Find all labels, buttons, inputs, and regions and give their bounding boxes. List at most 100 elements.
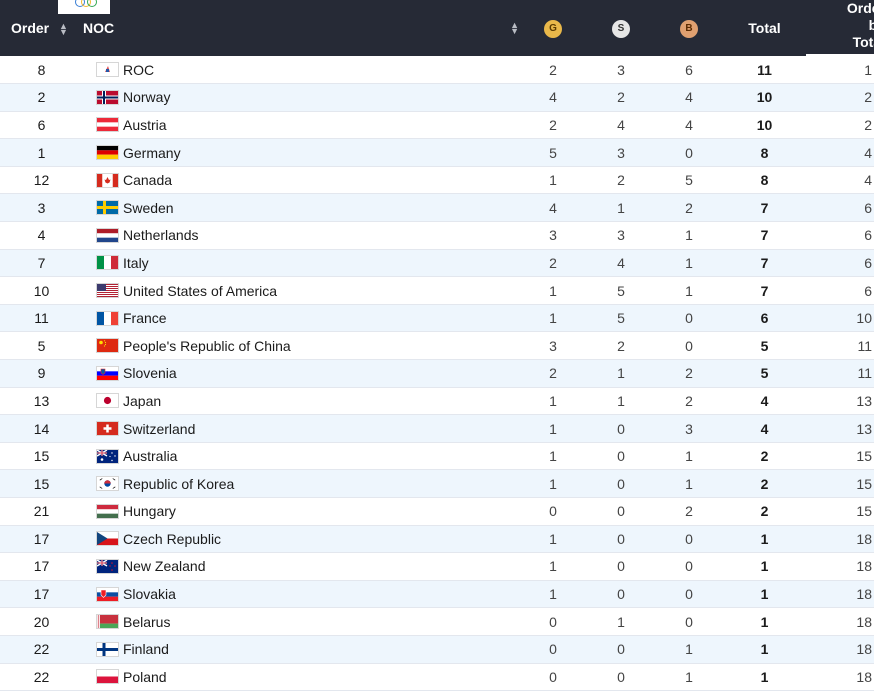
noc-cell[interactable]: Republic of Korea xyxy=(83,470,519,498)
country-name[interactable]: Italy xyxy=(123,254,149,271)
bronze-count-cell: 0 xyxy=(685,144,693,161)
country-name[interactable]: Japan xyxy=(123,392,162,409)
table-row[interactable]: 12 Canada 1 2 5 8 4 xyxy=(0,166,874,194)
gold-count-cell: 0 xyxy=(549,503,557,520)
noc-cell[interactable]: ROC xyxy=(83,56,519,84)
noc-cell[interactable]: People's Republic of China xyxy=(83,332,519,360)
noc-cell[interactable]: Japan xyxy=(83,387,519,415)
country-name[interactable]: Switzerland xyxy=(123,420,196,437)
noc-cell[interactable]: France xyxy=(83,304,519,332)
new-zealand-flag-icon xyxy=(96,558,119,574)
noc-cell[interactable]: Netherlands xyxy=(83,222,519,250)
order-cell: 17 xyxy=(33,558,50,575)
country-name[interactable]: Hungary xyxy=(123,503,176,520)
country-name[interactable]: Canada xyxy=(123,172,173,189)
noc-cell[interactable]: Czech Republic xyxy=(83,525,519,553)
country-name[interactable]: Austria xyxy=(123,116,167,133)
table-row[interactable]: 17 Czech Republic 1 0 0 1 18 xyxy=(0,525,874,553)
noc-cell[interactable]: Hungary xyxy=(83,498,519,526)
country-name[interactable]: Australia xyxy=(123,448,178,465)
bronze-count-cell: 2 xyxy=(685,392,693,409)
noc-cell[interactable]: Germany xyxy=(83,139,519,167)
table-row[interactable]: 2 Norway 4 2 4 10 2 xyxy=(0,83,874,112)
table-row[interactable]: 3 Sweden 4 1 2 7 6 xyxy=(0,193,874,222)
noc-cell[interactable]: Austria xyxy=(83,111,519,139)
noc-cell[interactable]: Switzerland xyxy=(83,415,519,443)
sort-icon[interactable]: ▲ ▼ xyxy=(59,21,68,38)
noc-cell[interactable]: Slovakia xyxy=(83,580,519,608)
order-cell: 10 xyxy=(33,282,50,299)
country-name[interactable]: Poland xyxy=(123,668,167,685)
order-by-total-column-header[interactable]: Order by Total xyxy=(806,0,874,56)
table-row[interactable]: 4 Netherlands 3 3 1 7 6 xyxy=(0,221,874,250)
noc-cell[interactable]: Slovenia xyxy=(83,360,519,388)
table-row[interactable]: 11 France 1 5 0 6 10 xyxy=(0,304,874,332)
table-row[interactable]: 21 Hungary 0 0 2 2 15 xyxy=(0,497,874,526)
noc-cell[interactable]: Canada xyxy=(83,166,519,194)
silver-count-cell: 0 xyxy=(617,668,625,685)
table-row[interactable]: 15 Australia 1 0 1 2 15 xyxy=(0,442,874,470)
country-name[interactable]: Norway xyxy=(123,89,171,106)
table-row[interactable]: 7 Italy 2 4 1 7 6 xyxy=(0,249,874,277)
noc-cell[interactable]: Sweden xyxy=(83,194,519,222)
table-row[interactable]: 9 Slovenia 2 1 2 5 11 xyxy=(0,359,874,388)
noc-cell[interactable]: United States of America xyxy=(83,277,519,305)
table-row[interactable]: 17 New Zealand 1 0 0 1 18 xyxy=(0,552,874,581)
silver-column-header[interactable]: S xyxy=(587,0,655,56)
noc-cell[interactable]: Finland xyxy=(83,635,519,663)
bronze-column-header[interactable]: B xyxy=(655,0,723,56)
sort-icon[interactable]: ▲ ▼ xyxy=(510,20,519,36)
gold-medal-icon: G xyxy=(544,20,562,38)
noc-column-header[interactable]: NOC ▲ ▼ xyxy=(83,0,519,56)
noc-cell[interactable]: New Zealand xyxy=(83,553,519,581)
gold-column-header[interactable]: G xyxy=(519,0,587,56)
country-name[interactable]: New Zealand xyxy=(123,558,206,575)
table-row[interactable]: 17 Slovakia 1 0 0 1 18 xyxy=(0,580,874,608)
country-name[interactable]: Germany xyxy=(123,144,181,161)
order-cell: 20 xyxy=(33,613,50,630)
table-row[interactable]: 1 Germany 5 3 0 8 4 xyxy=(0,138,874,167)
noc-cell[interactable]: Italy xyxy=(83,249,519,277)
total-column-header[interactable]: Total xyxy=(723,0,806,56)
order-cell: 6 xyxy=(37,116,46,133)
silver-count-cell: 0 xyxy=(617,475,625,492)
table-row[interactable]: 10 United States of America 1 5 1 7 6 xyxy=(0,276,874,305)
table-row[interactable]: 15 Republic of Korea 1 0 1 2 15 xyxy=(0,469,874,498)
order-cell: 12 xyxy=(33,172,50,189)
bronze-count-cell: 3 xyxy=(685,420,693,437)
country-name[interactable]: Slovenia xyxy=(123,365,177,382)
order-by-total-cell: 13 xyxy=(856,420,872,437)
country-name[interactable]: Czech Republic xyxy=(123,530,222,547)
country-name[interactable]: Netherlands xyxy=(123,227,199,244)
country-name[interactable]: Republic of Korea xyxy=(123,475,235,492)
silver-count-cell: 2 xyxy=(617,172,625,189)
table-row[interactable]: 20 Belarus 0 1 0 1 18 xyxy=(0,607,874,636)
country-name[interactable]: Sweden xyxy=(123,199,174,216)
noc-cell[interactable]: Australia xyxy=(83,442,519,470)
bronze-medal-icon: B xyxy=(680,20,698,38)
table-row[interactable]: 22 Poland 0 0 1 1 18 xyxy=(0,663,874,691)
australia-flag-icon xyxy=(96,448,119,464)
order-column-header[interactable]: Order ▲ ▼ xyxy=(0,0,110,56)
noc-cell[interactable]: Belarus xyxy=(83,608,519,636)
country-name[interactable]: Slovakia xyxy=(123,586,176,603)
noc-cell[interactable]: Norway xyxy=(83,84,519,112)
table-row[interactable]: 13 Japan 1 1 2 4 13 xyxy=(0,387,874,415)
country-name[interactable]: People's Republic of China xyxy=(123,337,291,354)
table-row[interactable]: 5 People's Republic of China 3 2 0 5 11 xyxy=(0,331,874,360)
country-name[interactable]: ROC xyxy=(123,61,155,78)
silver-count-cell: 0 xyxy=(617,448,625,465)
total-count-cell: 1 xyxy=(760,530,769,547)
country-name[interactable]: France xyxy=(123,310,167,327)
order-by-total-cell: 6 xyxy=(864,199,872,216)
noc-cell[interactable]: Poland xyxy=(83,663,519,691)
country-name[interactable]: Belarus xyxy=(123,613,171,630)
table-row[interactable]: 8 ROC 2 3 6 11 1 xyxy=(0,56,874,84)
order-by-total-cell: 10 xyxy=(856,310,872,327)
country-name[interactable]: Finland xyxy=(123,641,169,658)
table-row[interactable]: 22 Finland 0 0 1 1 18 xyxy=(0,635,874,664)
country-name[interactable]: United States of America xyxy=(123,282,278,299)
table-row[interactable]: 14 Switzerland 1 0 3 4 13 xyxy=(0,414,874,443)
italy-flag-icon xyxy=(96,255,119,271)
table-row[interactable]: 6 Austria 2 4 4 10 2 xyxy=(0,111,874,139)
